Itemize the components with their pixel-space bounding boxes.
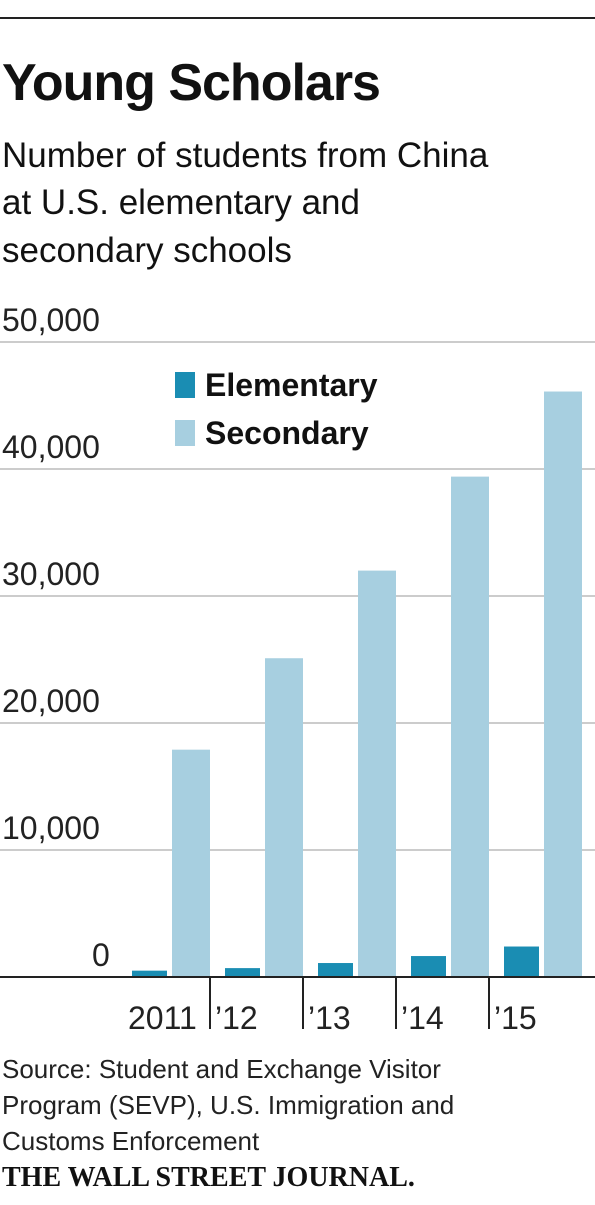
legend-label: Secondary	[205, 415, 369, 451]
y-tick-label: 0	[92, 937, 110, 973]
bar	[172, 749, 210, 977]
source: Customs Enforcement	[2, 1126, 260, 1156]
x-tick-label: ’14	[401, 1000, 444, 1036]
y-tick-label: 30,000	[2, 556, 100, 592]
subtitle: at U.S. elementary and	[2, 183, 360, 222]
x-tick-label: 2011	[128, 1000, 197, 1036]
bar	[318, 963, 353, 977]
legend-swatch	[175, 372, 195, 398]
bar	[451, 476, 489, 977]
y-tick-label: 20,000	[2, 683, 100, 719]
source: Source: Student and Exchange Visitor	[2, 1054, 441, 1084]
y-tick-label: 10,000	[2, 810, 100, 846]
bar	[132, 970, 167, 977]
bar	[265, 658, 303, 977]
x-tick-label: ’12	[215, 1000, 258, 1036]
bar	[411, 956, 446, 977]
subtitle: secondary schools	[2, 231, 292, 270]
bar	[544, 391, 582, 977]
legend-label: Elementary	[205, 367, 378, 403]
publisher: THE WALL STREET JOURNAL.	[2, 1162, 415, 1193]
bar	[504, 946, 539, 977]
legend-swatch	[175, 420, 195, 446]
x-tick-label: ’13	[308, 1000, 351, 1036]
x-tick-label: ’15	[494, 1000, 537, 1036]
bar	[225, 968, 260, 977]
source: Program (SEVP), U.S. Immigration and	[2, 1090, 454, 1120]
y-tick-label: 40,000	[2, 429, 100, 465]
bar	[358, 570, 396, 977]
y-tick-label: 50,000	[2, 302, 100, 338]
chart-title: Young Scholars	[2, 54, 380, 112]
subtitle: Number of students from China	[2, 136, 489, 175]
